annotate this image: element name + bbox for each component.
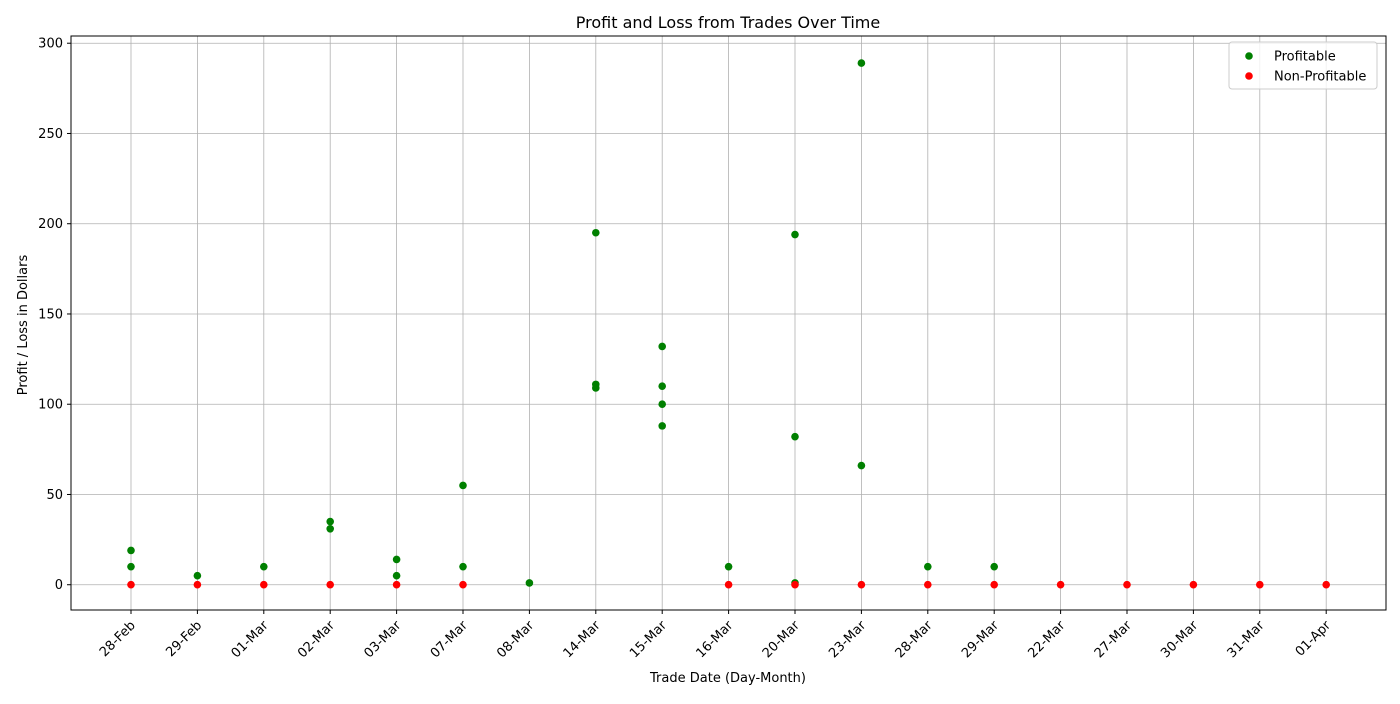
point-profitable xyxy=(127,562,135,571)
x-tick-label: 20-Mar xyxy=(760,618,803,661)
y-axis-label: Profit / Loss in Dollars xyxy=(16,255,31,396)
x-tick-label: 22-Mar xyxy=(1025,618,1068,661)
y-tick-label: 300 xyxy=(38,37,63,52)
x-axis-label: Trade Date (Day-Month) xyxy=(649,671,806,686)
legend: Profitable Non-Profitable xyxy=(1228,41,1378,90)
point-non-profitable xyxy=(1256,580,1264,589)
x-tick-label: 27-Mar xyxy=(1092,618,1135,661)
point-profitable xyxy=(990,562,998,571)
point-profitable xyxy=(459,562,467,571)
point-non-profitable xyxy=(791,580,799,589)
y-tick-label: 50 xyxy=(46,488,63,503)
point-profitable xyxy=(592,384,600,392)
point-non-profitable xyxy=(1123,580,1131,589)
point-profitable xyxy=(392,571,401,580)
x-tick-label: 29-Mar xyxy=(959,618,1002,661)
data-points xyxy=(127,59,1330,589)
legend-label-profitable: Profitable xyxy=(1274,50,1336,65)
point-profitable xyxy=(724,562,733,571)
x-tick-label: 28-Feb xyxy=(97,618,139,660)
x-tick-label: 29-Feb xyxy=(163,618,205,660)
grid-lines xyxy=(71,36,1386,610)
x-tick-label: 31-Mar xyxy=(1225,618,1268,661)
x-tick-label: 01-Mar xyxy=(229,618,272,661)
y-tick-label: 100 xyxy=(38,398,63,413)
y-tick-label: 0 xyxy=(55,578,63,593)
x-tick-label: 02-Mar xyxy=(295,618,338,661)
x-tick-label: 07-Mar xyxy=(428,618,471,661)
point-non-profitable xyxy=(459,580,467,589)
point-non-profitable xyxy=(857,580,866,589)
point-non-profitable xyxy=(1056,580,1065,589)
x-tick-label: 15-Mar xyxy=(627,618,670,661)
x-axis-ticks: 28-Feb 29-Feb 01-Mar 02-Mar 03-Mar 07-Mar 08-M… xyxy=(97,610,1335,661)
point-profitable xyxy=(326,524,335,533)
y-tick-label: 250 xyxy=(38,127,63,142)
point-non-profitable xyxy=(127,580,135,589)
point-profitable xyxy=(459,481,467,490)
x-tick-label: 03-Mar xyxy=(361,618,404,661)
point-profitable xyxy=(392,555,401,564)
x-tick-label: 16-Mar xyxy=(693,618,736,661)
point-non-profitable xyxy=(924,580,932,589)
point-profitable xyxy=(857,461,866,470)
point-non-profitable xyxy=(990,580,998,589)
point-profitable xyxy=(658,342,666,351)
point-profitable xyxy=(326,517,335,526)
y-axis-ticks: 0 50 100 150 200 250 300 xyxy=(38,37,71,593)
point-profitable xyxy=(791,432,799,441)
legend-box xyxy=(1228,41,1378,90)
x-tick-label: 30-Mar xyxy=(1158,618,1201,661)
legend-marker-non-profitable xyxy=(1245,72,1253,80)
point-non-profitable xyxy=(326,580,335,589)
point-non-profitable xyxy=(392,580,401,589)
point-profitable xyxy=(658,422,666,430)
legend-marker-profitable xyxy=(1245,52,1253,60)
point-non-profitable xyxy=(1189,580,1198,589)
chart-title: Profit and Loss from Trades Over Time xyxy=(576,13,880,32)
y-tick-label: 150 xyxy=(38,307,63,322)
point-profitable xyxy=(658,382,666,390)
point-profitable xyxy=(193,571,202,580)
legend-label-non-profitable: Non-Profitable xyxy=(1274,70,1366,85)
point-non-profitable xyxy=(724,580,733,589)
point-non-profitable xyxy=(193,580,202,589)
point-profitable xyxy=(658,400,666,409)
x-tick-label: 01-Apr xyxy=(1293,618,1335,660)
plot-frame xyxy=(70,35,1387,611)
point-profitable xyxy=(791,230,799,239)
point-profitable xyxy=(857,59,866,67)
point-profitable xyxy=(127,546,135,555)
point-profitable xyxy=(592,228,600,237)
x-tick-label: 28-Mar xyxy=(893,618,936,661)
point-non-profitable xyxy=(260,580,268,589)
x-tick-label: 23-Mar xyxy=(826,618,869,661)
x-tick-label: 08-Mar xyxy=(494,618,537,661)
point-profitable xyxy=(924,562,932,571)
point-profitable xyxy=(525,579,534,587)
y-tick-label: 200 xyxy=(38,217,63,232)
x-tick-label: 14-Mar xyxy=(561,618,604,661)
point-non-profitable xyxy=(1322,580,1330,589)
point-profitable xyxy=(260,562,268,571)
